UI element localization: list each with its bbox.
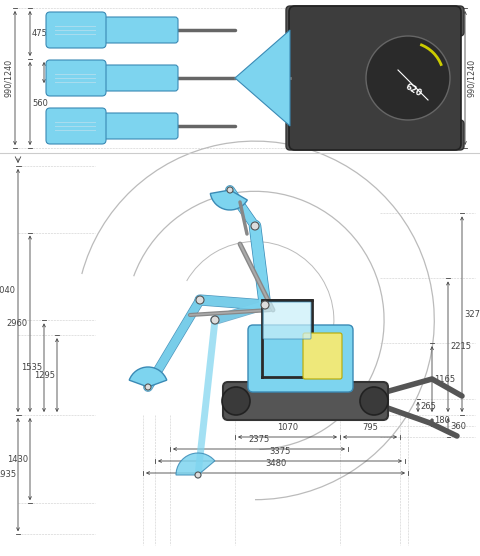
Text: 1295: 1295 xyxy=(34,371,55,380)
Text: 560: 560 xyxy=(32,99,48,108)
Text: 795: 795 xyxy=(362,423,378,432)
Circle shape xyxy=(195,472,201,478)
Text: 4040: 4040 xyxy=(0,286,16,295)
Circle shape xyxy=(211,316,219,324)
Wedge shape xyxy=(129,367,167,387)
Circle shape xyxy=(227,187,233,193)
Text: 620: 620 xyxy=(403,82,423,98)
FancyBboxPatch shape xyxy=(286,6,464,36)
Text: 3270: 3270 xyxy=(464,310,480,319)
Text: 2960: 2960 xyxy=(7,319,28,328)
FancyBboxPatch shape xyxy=(289,6,461,150)
Text: 3480: 3480 xyxy=(265,459,286,468)
FancyBboxPatch shape xyxy=(97,17,178,43)
Circle shape xyxy=(366,36,450,120)
Text: 360: 360 xyxy=(450,421,466,430)
Text: 1165: 1165 xyxy=(434,375,455,384)
Circle shape xyxy=(222,387,250,415)
FancyBboxPatch shape xyxy=(263,302,311,339)
Circle shape xyxy=(251,222,259,230)
FancyBboxPatch shape xyxy=(46,60,106,96)
Text: 990/1240: 990/1240 xyxy=(4,59,13,97)
FancyBboxPatch shape xyxy=(46,12,106,48)
Text: 1935: 1935 xyxy=(0,470,16,479)
FancyBboxPatch shape xyxy=(97,65,178,91)
FancyBboxPatch shape xyxy=(223,382,388,420)
Text: 475: 475 xyxy=(32,29,48,38)
FancyBboxPatch shape xyxy=(303,333,342,379)
FancyBboxPatch shape xyxy=(286,120,464,150)
Wedge shape xyxy=(176,453,215,475)
Text: 3375: 3375 xyxy=(269,447,291,456)
Text: 1070: 1070 xyxy=(277,423,298,432)
FancyBboxPatch shape xyxy=(248,325,353,392)
Circle shape xyxy=(261,301,269,309)
Text: 2215: 2215 xyxy=(450,342,471,351)
Text: 180: 180 xyxy=(434,416,450,425)
Text: 990/1240: 990/1240 xyxy=(467,59,476,97)
Wedge shape xyxy=(210,190,247,210)
FancyBboxPatch shape xyxy=(97,113,178,139)
FancyBboxPatch shape xyxy=(46,108,106,144)
Circle shape xyxy=(360,387,388,415)
Text: 1535: 1535 xyxy=(21,363,42,372)
Polygon shape xyxy=(235,30,290,126)
Text: 265: 265 xyxy=(420,403,436,411)
Text: 145: 145 xyxy=(46,68,62,77)
Text: 1430: 1430 xyxy=(7,455,28,464)
Circle shape xyxy=(196,296,204,304)
Circle shape xyxy=(145,384,151,390)
Text: 2375: 2375 xyxy=(248,435,270,444)
